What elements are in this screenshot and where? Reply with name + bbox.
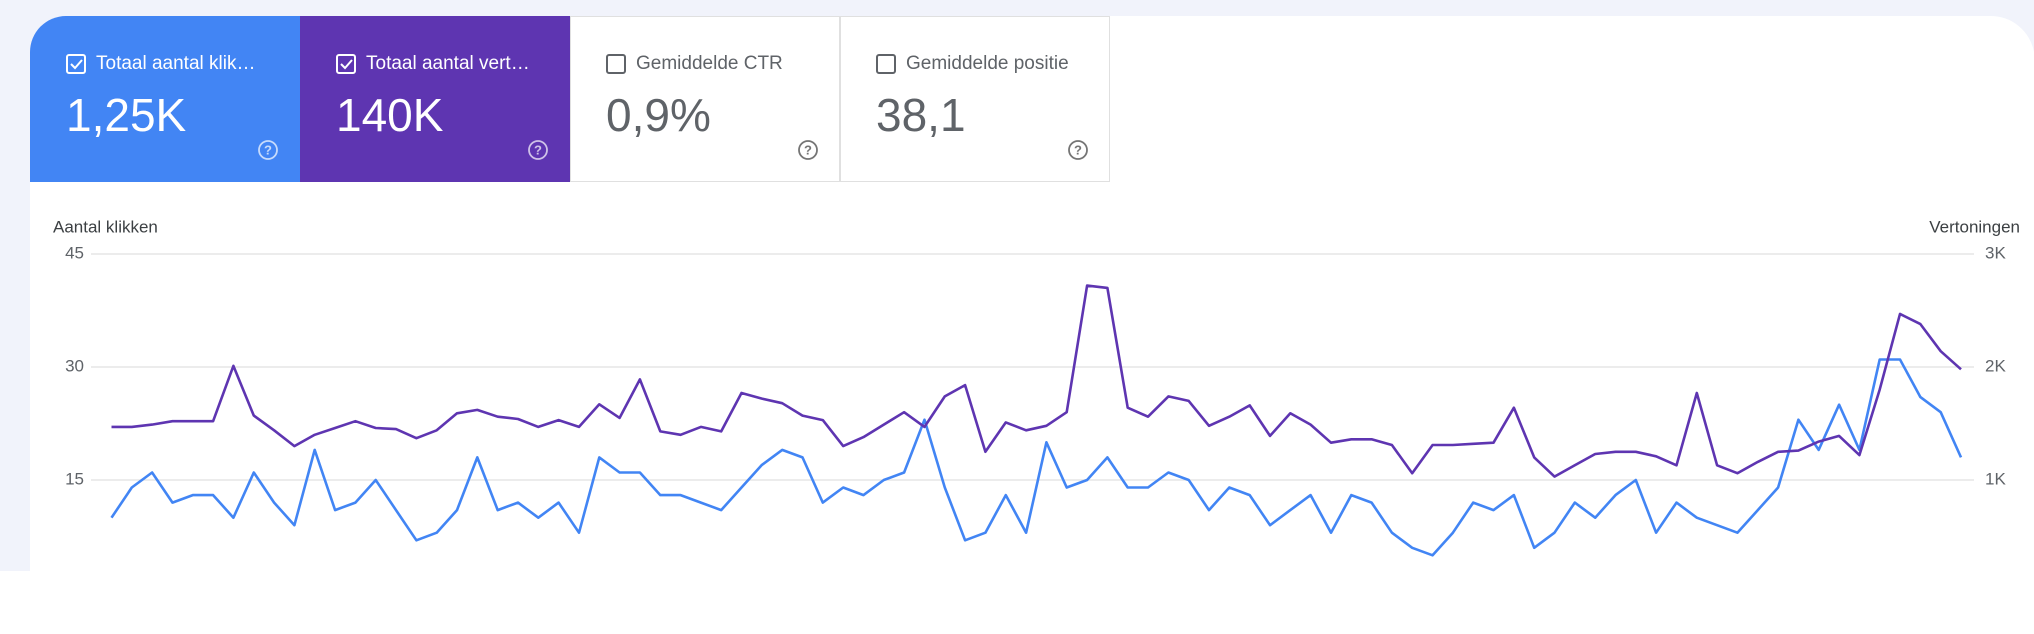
help-icon bbox=[1068, 140, 1088, 160]
card-value: 1,25K bbox=[66, 89, 187, 141]
y2-axis-title: Vertoningen bbox=[1929, 217, 2020, 236]
card-label: Totaal aantal klik… bbox=[96, 53, 255, 74]
checkbox bbox=[876, 54, 896, 74]
card-background bbox=[300, 16, 570, 182]
help-icon bbox=[528, 140, 548, 160]
y-tick-label: 45 bbox=[65, 243, 84, 262]
help-icon-glyph: ? bbox=[804, 142, 812, 157]
checkmark bbox=[70, 59, 83, 70]
card-label: Totaal aantal vert… bbox=[366, 53, 530, 74]
series-line bbox=[111, 284, 1962, 478]
checkmark bbox=[340, 59, 353, 70]
y2-tick-label: 2K bbox=[1985, 356, 2006, 375]
metric-card[interactable]: Gemiddelde positie 38,1? bbox=[840, 16, 1110, 182]
checkbox bbox=[336, 54, 356, 74]
card-background bbox=[30, 16, 300, 182]
card-value: 38,1 bbox=[876, 89, 966, 141]
series-line bbox=[110, 358, 1963, 557]
card-value: 0,9% bbox=[606, 89, 711, 141]
card-label: Gemiddelde positie bbox=[906, 53, 1069, 74]
checkbox bbox=[66, 54, 86, 74]
metric-card[interactable]: Gemiddelde CTR 0,9%? bbox=[570, 16, 840, 182]
y2-tick-label: 1K bbox=[1985, 469, 2006, 488]
y-tick-label: 15 bbox=[65, 469, 84, 488]
help-icon bbox=[258, 140, 278, 160]
y-tick-label: 30 bbox=[65, 356, 84, 375]
metric-card[interactable]: Totaal aantal klik… 1,25K? bbox=[30, 16, 300, 182]
help-icon-glyph: ? bbox=[264, 142, 272, 157]
help-icon bbox=[798, 140, 818, 160]
card-background bbox=[570, 16, 840, 182]
help-icon-glyph: ? bbox=[534, 142, 542, 157]
y2-tick-label: 3K bbox=[1985, 243, 2006, 262]
metric-card[interactable]: Totaal aantal vert… 140K? bbox=[300, 16, 570, 182]
y-axis-title: Aantal klikken bbox=[53, 217, 158, 236]
card-label: Gemiddelde CTR bbox=[636, 53, 783, 74]
card-value: 140K bbox=[336, 89, 444, 141]
help-icon-glyph: ? bbox=[1074, 142, 1082, 157]
checkbox bbox=[606, 54, 626, 74]
card-background bbox=[840, 16, 1110, 182]
